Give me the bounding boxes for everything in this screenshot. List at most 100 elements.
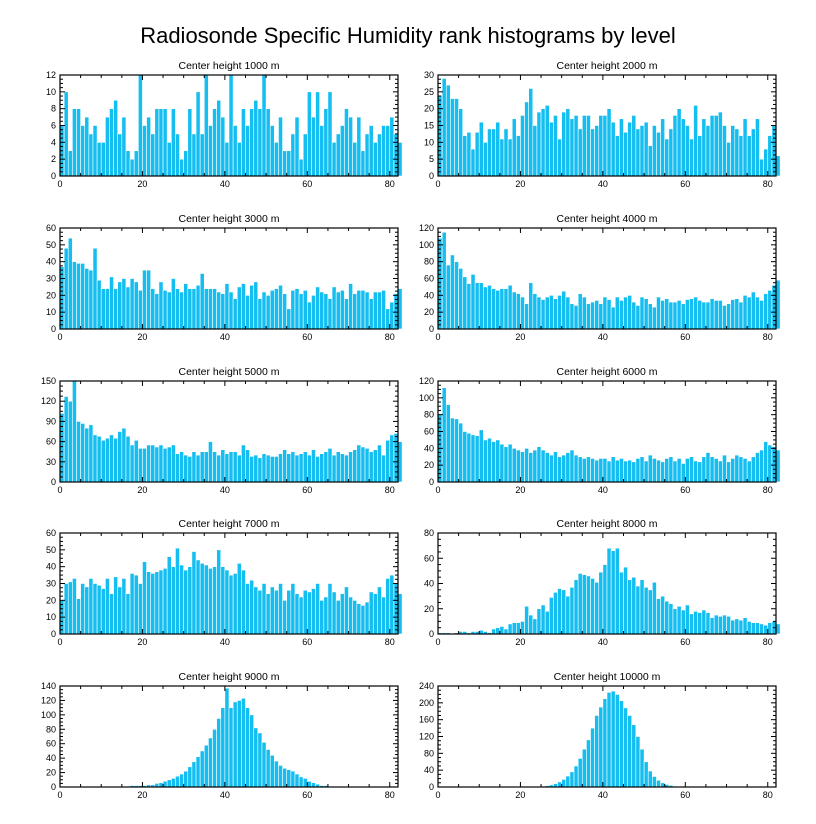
histogram-bar (348, 283, 353, 330)
histogram-bar (499, 443, 505, 483)
x-tick-label: 60 (680, 790, 690, 800)
histogram-bar (524, 101, 529, 177)
histogram-bar (183, 454, 189, 483)
histogram-bar (80, 583, 86, 635)
histogram-bar (660, 118, 666, 177)
histogram-bar (356, 289, 362, 330)
histogram-bar (166, 291, 172, 330)
histogram-bar (294, 454, 300, 483)
histogram-bar (138, 74, 143, 177)
x-tick-label: 40 (598, 485, 608, 495)
histogram-bar (548, 454, 554, 483)
histogram-bar (208, 288, 213, 330)
histogram-bar (245, 707, 250, 788)
histogram-bar (540, 449, 546, 483)
histogram-bar (524, 303, 529, 330)
histogram-panel: Center height 4000 m 0 20 40 60 80 0 20 40 60 80 10… (419, 213, 781, 342)
histogram-bar (553, 298, 558, 330)
y-tick-label: 150 (41, 376, 56, 386)
histogram-bar (470, 148, 476, 177)
histogram-bar (742, 617, 748, 635)
y-tick-label: 10 (46, 87, 56, 97)
histogram-bar (133, 150, 139, 177)
histogram-bar (598, 115, 604, 177)
histogram-bar (643, 298, 649, 330)
histogram-bar (199, 451, 205, 483)
histogram-bar (676, 108, 682, 177)
histogram-bar (717, 111, 723, 177)
histogram-bar (105, 288, 110, 330)
histogram-bar (734, 128, 740, 177)
histogram-bar (722, 125, 727, 177)
histogram-bar (548, 295, 554, 330)
x-tick-label: 60 (302, 332, 312, 342)
y-tick-label: 0 (51, 782, 56, 792)
histogram-bar (84, 116, 90, 177)
histogram-bar (693, 610, 698, 635)
histogram-bar (511, 291, 517, 330)
x-tick-label: 20 (137, 637, 147, 647)
y-tick-label: 60 (46, 437, 56, 447)
histogram-bar (187, 108, 193, 177)
histogram-bar (610, 306, 616, 330)
histogram-bar (746, 460, 752, 483)
histogram-bar (265, 295, 271, 330)
histogram-bar (730, 458, 736, 483)
histogram-bar (713, 458, 719, 483)
histogram-bar (298, 293, 304, 330)
histogram-bar (470, 434, 476, 483)
x-tick-label: 0 (57, 332, 62, 342)
histogram-bar (680, 303, 686, 330)
y-tick-label: 40 (46, 562, 56, 572)
histogram-bar (195, 454, 201, 483)
histogram-bar (478, 282, 484, 330)
histogram-bar (548, 597, 554, 635)
histogram-bar (377, 291, 382, 330)
histogram-bar (261, 291, 267, 330)
y-tick-label: 15 (424, 121, 434, 131)
histogram-bar (709, 617, 715, 635)
histogram-bar (491, 128, 497, 177)
histogram-bar (236, 142, 242, 177)
y-tick-label: 30 (46, 579, 56, 589)
histogram-bar (672, 608, 678, 635)
y-tick-label: 200 (419, 698, 434, 708)
histogram-bar (319, 125, 325, 177)
histogram-bar (327, 91, 333, 177)
histogram-bar (606, 547, 612, 635)
histogram-bar (536, 608, 542, 635)
histogram-bar (138, 448, 143, 483)
histogram-bar (113, 437, 119, 483)
histogram-bar (393, 293, 399, 330)
histogram-bar (232, 573, 238, 635)
histogram-bar (175, 133, 180, 177)
histogram-bar (516, 622, 521, 635)
histogram-bar (348, 596, 353, 635)
histogram-bar (146, 571, 151, 635)
histogram-bar (344, 108, 349, 177)
y-tick-label: 80 (424, 528, 434, 538)
histogram-bar (631, 724, 637, 788)
histogram-bar (352, 449, 358, 483)
x-tick-label: 80 (763, 332, 773, 342)
histogram-bar (368, 125, 374, 177)
histogram-bar (619, 458, 624, 483)
histogram-bar (458, 108, 464, 177)
histogram-bar (348, 451, 353, 483)
histogram-bar (487, 284, 492, 330)
histogram-bar (179, 158, 184, 177)
histogram-bar (499, 288, 505, 330)
histogram-bar (286, 150, 292, 177)
histogram-bar (660, 300, 666, 330)
histogram-bar (278, 284, 283, 330)
histogram-bar (561, 454, 567, 483)
histogram-bar (598, 303, 604, 330)
y-tick-label: 60 (46, 739, 56, 749)
histogram-bar (726, 461, 731, 483)
histogram-bar (557, 138, 562, 177)
histogram-bar (717, 300, 723, 330)
histogram-bar (105, 116, 110, 177)
histogram-bar (220, 293, 226, 330)
histogram-bar (63, 583, 69, 635)
histogram-bar (133, 281, 139, 330)
